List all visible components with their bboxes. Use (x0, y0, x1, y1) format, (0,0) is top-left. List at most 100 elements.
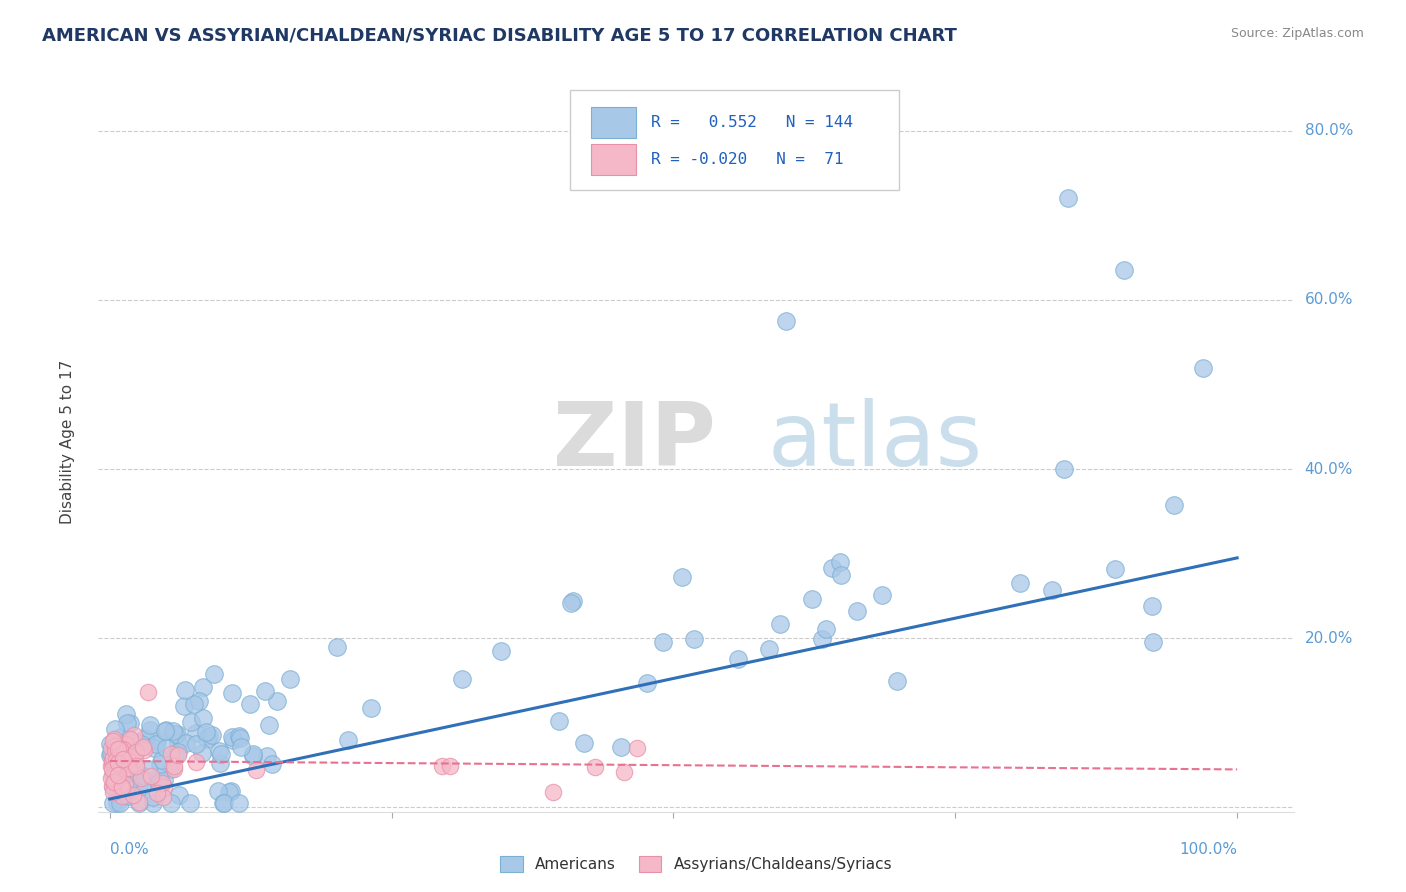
Y-axis label: Disability Age 5 to 17: Disability Age 5 to 17 (60, 359, 75, 524)
Text: ZIP: ZIP (553, 398, 716, 485)
Point (208, 744, 231, 758)
Point (142, 797, 165, 811)
Point (727, 652, 749, 666)
Point (122, 771, 145, 785)
Point (108, 742, 131, 756)
Point (107, 755, 129, 769)
Point (114, 753, 136, 767)
Point (110, 766, 132, 780)
Point (107, 767, 129, 781)
Point (101, 762, 124, 776)
Point (260, 757, 283, 772)
Point (870, 588, 893, 602)
Point (112, 768, 135, 782)
Point (155, 741, 177, 756)
Point (1053, 462, 1076, 476)
Point (547, 714, 569, 729)
Point (266, 694, 288, 708)
Point (242, 749, 264, 764)
Point (104, 764, 127, 778)
Point (218, 784, 240, 798)
Point (98, 738, 121, 752)
Point (108, 797, 131, 811)
Point (101, 768, 124, 782)
Point (104, 738, 127, 752)
Text: R =   0.552   N = 144: R = 0.552 N = 144 (651, 115, 852, 130)
Point (101, 734, 124, 748)
Point (162, 762, 184, 776)
Point (115, 706, 138, 721)
Point (108, 756, 131, 771)
Point (610, 740, 633, 755)
Point (112, 764, 135, 778)
Point (101, 779, 124, 793)
Point (636, 676, 658, 690)
FancyBboxPatch shape (591, 107, 637, 138)
Text: R = -0.020   N =  71: R = -0.020 N = 71 (651, 152, 844, 167)
Point (115, 737, 138, 751)
Point (110, 784, 132, 798)
Point (128, 797, 150, 811)
Point (150, 776, 173, 790)
Point (142, 790, 165, 805)
Point (229, 739, 252, 754)
Point (208, 756, 231, 770)
Point (184, 755, 207, 769)
Point (114, 777, 136, 791)
Point (141, 769, 163, 783)
Point (103, 765, 125, 780)
Point (163, 759, 186, 773)
Point (111, 780, 134, 794)
Point (242, 747, 264, 761)
Point (104, 743, 127, 757)
Point (100, 758, 122, 772)
Point (191, 746, 214, 760)
Text: 0.0%: 0.0% (110, 842, 149, 857)
Point (209, 747, 232, 762)
Point (146, 733, 169, 747)
Point (132, 740, 155, 755)
Point (115, 788, 138, 802)
Point (450, 672, 472, 686)
Point (134, 743, 156, 757)
Point (191, 711, 214, 725)
Point (671, 569, 693, 583)
Point (148, 777, 170, 791)
Point (430, 758, 453, 772)
Point (167, 745, 190, 759)
Point (758, 641, 780, 656)
Point (1142, 635, 1164, 649)
Point (118, 775, 141, 789)
Point (129, 768, 152, 782)
Point (166, 727, 188, 741)
Point (769, 617, 792, 632)
Text: atlas: atlas (768, 398, 983, 485)
Point (104, 765, 127, 780)
Point (118, 761, 141, 775)
Point (105, 797, 128, 811)
Point (103, 775, 125, 789)
Point (117, 716, 139, 731)
Point (360, 701, 382, 715)
Point (173, 698, 195, 713)
Point (256, 749, 278, 764)
Point (112, 744, 135, 758)
Point (174, 683, 197, 698)
FancyBboxPatch shape (591, 144, 637, 175)
Point (541, 785, 564, 799)
Point (163, 727, 186, 741)
Point (115, 784, 138, 798)
Point (104, 722, 127, 736)
Point (221, 686, 243, 700)
Point (98, 748, 121, 763)
Point (111, 789, 134, 804)
Point (560, 596, 582, 610)
Text: 40.0%: 40.0% (1305, 461, 1353, 476)
Point (1057, 191, 1080, 205)
Point (120, 750, 142, 764)
Point (583, 760, 606, 774)
Point (198, 729, 221, 743)
Point (100, 771, 122, 785)
Point (136, 762, 159, 776)
Point (110, 740, 132, 755)
